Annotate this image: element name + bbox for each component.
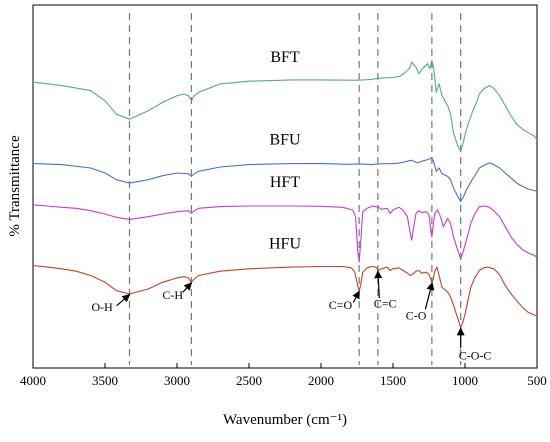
annotation-arrow xyxy=(182,282,193,293)
annotations: O-H C-H C=O C=C C-O C-O-C xyxy=(91,270,492,363)
series-label-hft: HFT xyxy=(270,174,300,191)
series-line-hfu xyxy=(32,264,538,329)
annotation-arrow xyxy=(352,290,360,303)
annotation-label: O-H xyxy=(91,300,113,314)
annotation-label: C=C xyxy=(374,296,397,310)
reference-lines xyxy=(128,13,462,365)
series-line-bfu xyxy=(32,157,538,203)
annotation-label: C-O xyxy=(406,308,427,322)
x-tick-label: 2500 xyxy=(236,373,262,388)
x-tick-label: 1500 xyxy=(380,373,406,388)
x-tick-label: 500 xyxy=(527,373,547,388)
series-line-bft xyxy=(32,59,538,152)
annotation-arrow xyxy=(116,294,131,307)
x-tick-label: 2000 xyxy=(308,373,334,388)
x-tick-label: 4000 xyxy=(20,373,46,388)
series-layer xyxy=(32,59,538,329)
x-tick-label: 3500 xyxy=(92,373,118,388)
annotation-label: C-O-C xyxy=(459,349,492,363)
annotation-arrow xyxy=(424,281,435,310)
annotation-label: C-H xyxy=(162,288,183,302)
series-line-hft xyxy=(32,204,538,263)
x-axis: 4000 3500 3000 2500 2000 1500 1000 500 xyxy=(20,363,547,388)
series-labels: BFT BFU HFT HFU xyxy=(269,49,301,253)
series-label-hfu: HFU xyxy=(269,236,301,253)
y-axis-label: % Transmittance xyxy=(7,135,23,237)
series-label-bfu: BFU xyxy=(269,131,301,148)
annotation-arrow xyxy=(374,270,383,299)
series-label-bft: BFT xyxy=(270,49,300,66)
annotation-label: C=O xyxy=(329,298,353,312)
x-axis-label: Wavenumber (cm⁻¹) xyxy=(223,412,347,428)
plot-frame xyxy=(32,4,538,369)
x-tick-label: 1000 xyxy=(452,373,478,388)
x-tick-label: 3000 xyxy=(164,373,190,388)
